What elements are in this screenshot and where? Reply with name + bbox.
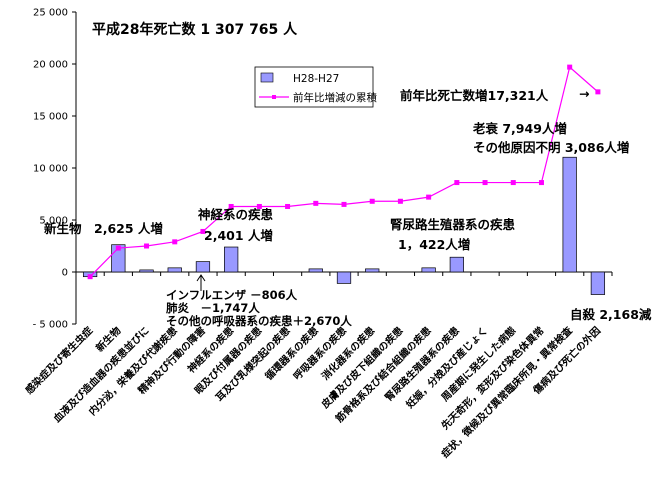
annotation-genitourinary-value: 1，422人増 — [398, 237, 470, 252]
line-point — [595, 89, 601, 95]
bar — [139, 269, 154, 273]
y-tick-label: 0 — [62, 268, 68, 279]
annotation-genitourinary-title: 腎尿路生殖器系の疾患 — [390, 217, 516, 232]
bar — [365, 268, 380, 273]
y-tick-label: 10 000 — [33, 164, 68, 175]
bar — [590, 271, 606, 295]
y-tick-label: 20 000 — [33, 60, 68, 71]
y-tick-label: - 5 000 — [33, 320, 68, 331]
line-point — [172, 239, 178, 245]
line-point — [228, 203, 234, 209]
annotation-nervous-title: 神経系の疾患 — [198, 207, 274, 222]
line-point — [87, 274, 93, 280]
line-point — [426, 194, 432, 200]
bar — [308, 268, 323, 273]
line-series — [87, 64, 601, 280]
legend-bar-swatch — [260, 72, 274, 83]
bar — [195, 261, 211, 273]
bar — [336, 271, 352, 284]
annotation-senility: 老衰 7,949人増 — [472, 121, 567, 136]
annotation-total-increase: 前年比死亡数増17,321人 — [400, 88, 549, 103]
line-point — [397, 198, 403, 204]
bar — [562, 156, 577, 273]
line-point — [538, 180, 544, 186]
annotation-pneumonia: 肺炎 －1,747人 — [166, 301, 260, 315]
line-point — [144, 243, 150, 249]
line-point — [482, 180, 488, 186]
annotation-other-respiratory: その他の呼吸器系の疾患＋2,670人 — [166, 314, 352, 328]
annotation-arrow-right: → — [579, 86, 589, 101]
bar — [421, 267, 436, 273]
annotation-up-arrow — [196, 274, 206, 291]
line-point — [369, 198, 375, 204]
legend-bar-label: H28-H27 — [293, 73, 339, 85]
line-point — [510, 180, 516, 186]
line-point — [313, 200, 319, 206]
y-tick-label: 15 000 — [33, 112, 68, 123]
y-tick-label: 5 000 — [39, 216, 68, 227]
bar — [449, 256, 464, 273]
legend-box — [254, 66, 374, 108]
line-point — [256, 203, 262, 209]
line-point — [285, 203, 291, 209]
y-tick-label: 25 000 — [33, 8, 68, 19]
y-axis: - 5 000 0 5 000 10 000 15 000 20 000 25 000 — [33, 8, 77, 331]
line-point — [454, 180, 460, 186]
line-point — [341, 201, 347, 207]
bar — [167, 267, 182, 273]
annotation-influenza: インフルエンザ －806人 — [166, 288, 298, 302]
line-point — [115, 245, 121, 251]
legend-line-label: 前年比増減の累積 — [293, 91, 377, 104]
legend: H28-H27 前年比増減の累積 — [254, 66, 377, 108]
category-labels: 感染症及び寄生虫症 新生物血液及び造血器の疾患並びに内分泌，栄養及び代謝疾患精神及… — [22, 323, 603, 460]
legend-line-marker — [272, 95, 276, 99]
chart-title: 平成28年死亡数 1 307 765 人 — [92, 21, 298, 38]
annotation-suicide: 自殺 2,168減 — [570, 307, 652, 322]
annotation-nervous-value: 2,401 人増 — [204, 228, 273, 243]
annotation-neoplasms: 新生物 2,625 人増 — [44, 221, 163, 236]
bar — [224, 246, 239, 273]
line-point — [567, 64, 573, 70]
annotation-unknown-causes: その他原因不明 3,086人増 — [473, 140, 629, 155]
line-point — [200, 228, 206, 234]
